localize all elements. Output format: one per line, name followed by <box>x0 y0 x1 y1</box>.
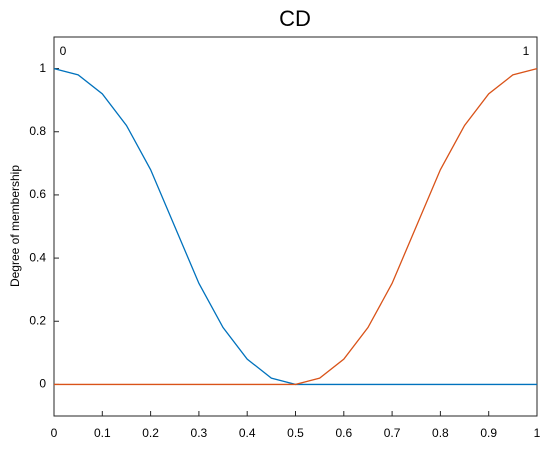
y-tick-label: 1 <box>39 61 46 75</box>
x-tick-label: 0.4 <box>239 426 256 440</box>
y-tick-label: 0.8 <box>29 124 46 138</box>
y-tick-label: 0 <box>39 377 46 391</box>
y-tick-label: 0.4 <box>29 250 46 264</box>
x-tick-label: 0.9 <box>480 426 497 440</box>
x-tick-label: 0.7 <box>384 426 401 440</box>
series-line <box>54 67 538 386</box>
x-tick-label: 0 <box>51 426 58 440</box>
chart-title: CD <box>279 6 311 31</box>
y-axis-label: Degree of membership <box>8 165 22 287</box>
y-tick-label: 0.2 <box>29 313 46 327</box>
y-tick-label: 0.6 <box>29 187 46 201</box>
series-label: 0 <box>60 44 67 58</box>
x-tick-label: 0.2 <box>142 426 159 440</box>
x-tick-label: 0.8 <box>432 426 449 440</box>
x-tick-label: 0.3 <box>191 426 208 440</box>
plot-box <box>53 36 538 417</box>
x-tick-label: 0.1 <box>94 426 111 440</box>
series-label: 1 <box>523 44 530 58</box>
x-tick-label: 1 <box>534 426 541 440</box>
x-tick-label: 0.6 <box>335 426 352 440</box>
x-tick-label: 0.5 <box>287 426 304 440</box>
